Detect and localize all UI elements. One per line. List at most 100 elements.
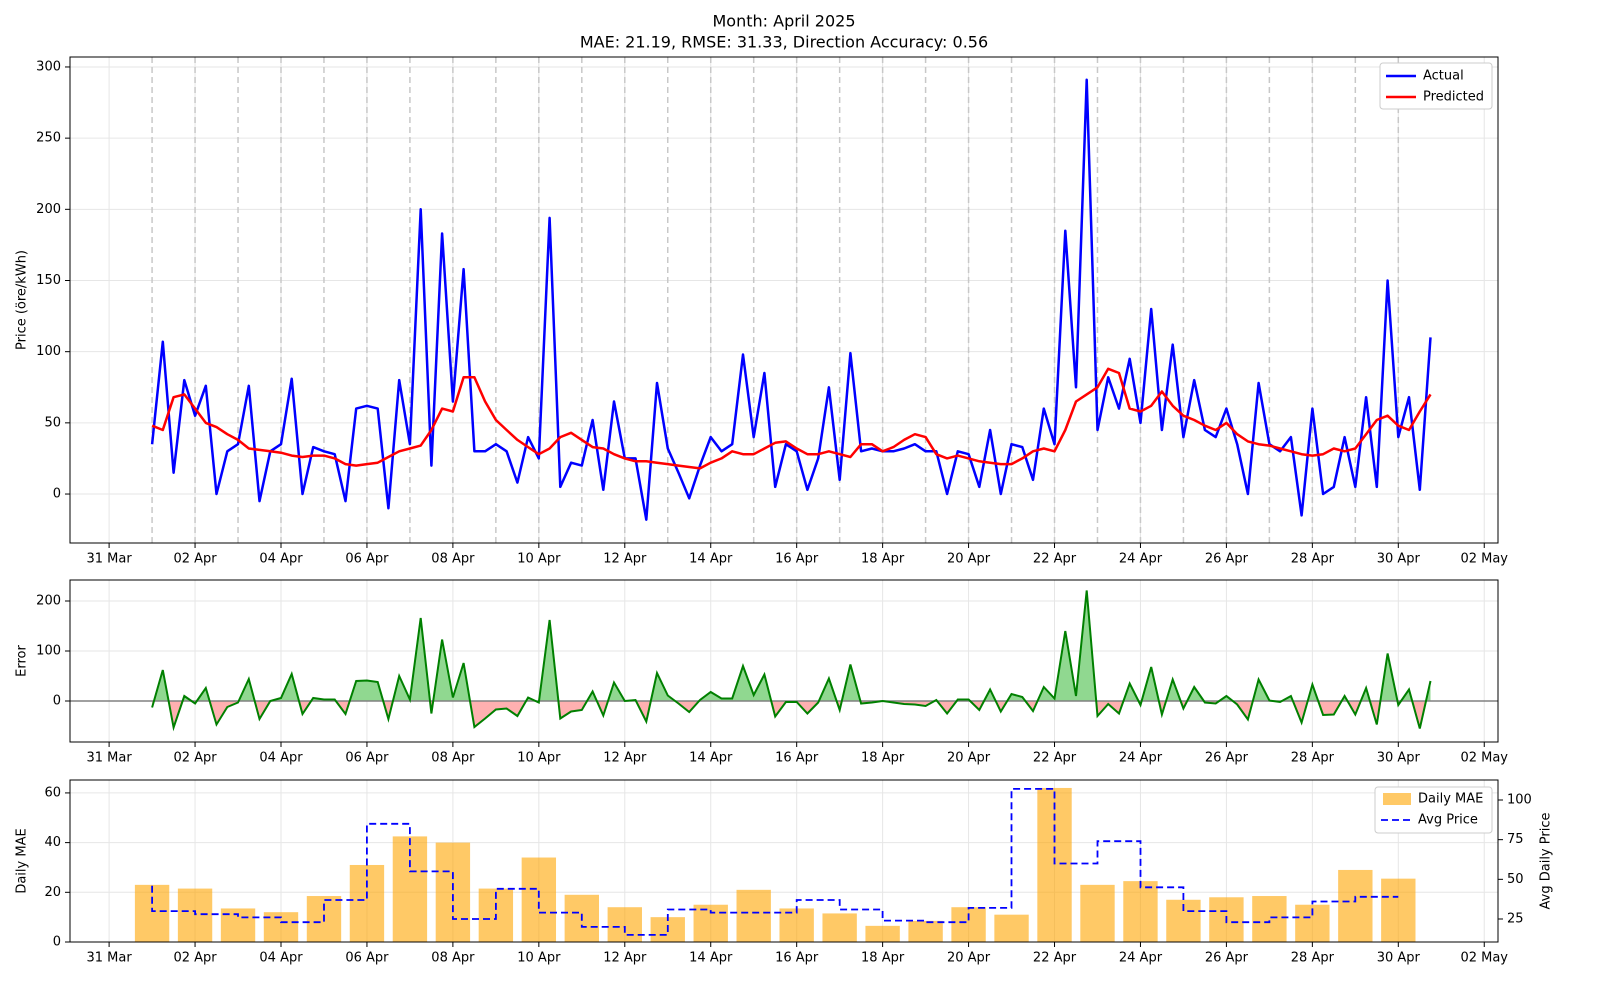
bar [951,907,986,942]
bar [1381,878,1416,942]
x-tick-label: 28 Apr [1291,751,1335,766]
x-tick-label: 02 Apr [173,751,217,766]
x-tick-label: 30 Apr [1377,951,1421,966]
series-line [151,367,1432,470]
y-tick-label: 100 [36,644,61,659]
y-tick-label: 50 [44,415,61,430]
bar [349,864,385,942]
bar [779,908,814,942]
x-tick-label: 24 Apr [1119,751,1163,766]
x-tick-label: 20 Apr [947,951,991,966]
y2-axis-label: Avg Daily Price [1539,813,1554,910]
y-tick-label: 200 [36,202,61,217]
x-tick-label: 26 Apr [1205,951,1249,966]
bar [1037,787,1072,942]
x-tick-label: 02 May [1460,552,1508,567]
x-tick-label: 12 Apr [603,552,647,567]
bar [1080,884,1115,942]
x-tick-label: 10 Apr [517,751,561,766]
x-tick-label: 16 Apr [775,552,819,567]
x-tick-label: 22 Apr [1033,751,1077,766]
x-tick-label: 16 Apr [775,751,819,766]
x-tick-label: 02 Apr [173,552,217,567]
x-tick-label: 08 Apr [431,751,475,766]
x-tick-label: 30 Apr [1377,751,1421,766]
bar [521,857,557,942]
y-tick-label: 150 [36,273,61,288]
x-tick-label: 08 Apr [431,951,475,966]
x-tick-label: 16 Apr [775,951,819,966]
x-tick-label: 04 Apr [259,751,303,766]
bar [1338,869,1373,942]
y-tick-label: 0 [53,935,61,950]
bar [865,925,900,942]
x-tick-label: 31 Mar [87,751,133,766]
y2-tick-label: 75 [1507,832,1524,847]
bar [1252,896,1287,942]
y-axis-label: Daily MAE [15,828,30,893]
x-tick-label: 31 Mar [87,951,133,966]
plot-frame [69,579,1499,743]
y-axis-label: Error [15,645,30,677]
y-tick-label: 60 [44,785,61,800]
bar [177,888,213,942]
x-tick-label: 24 Apr [1119,951,1163,966]
x-tick-label: 30 Apr [1377,552,1421,567]
x-tick-label: 28 Apr [1291,951,1335,966]
plot-frame [69,779,1499,943]
avg-price-step [151,788,1399,936]
bar [908,920,943,942]
x-tick-label: 26 Apr [1205,552,1249,567]
x-tick-label: 06 Apr [345,751,389,766]
x-tick-label: 18 Apr [861,951,905,966]
bar [607,907,642,942]
legend-label: Daily MAE [1418,792,1483,807]
x-tick-label: 14 Apr [689,552,733,567]
y2-tick-label: 25 [1507,911,1524,926]
bar [736,889,771,942]
x-tick-label: 12 Apr [603,751,647,766]
chart-title: Month: April 2025 [713,12,856,31]
legend-swatch [1383,793,1411,805]
x-tick-label: 14 Apr [689,751,733,766]
bar [435,842,471,942]
x-tick-label: 26 Apr [1205,751,1249,766]
x-tick-label: 02 May [1460,951,1508,966]
legend-label: Avg Price [1418,813,1478,828]
x-tick-label: 06 Apr [345,951,389,966]
x-tick-label: 06 Apr [345,552,389,567]
chart-subtitle: MAE: 21.19, RMSE: 31.33, Direction Accur… [580,33,988,52]
y2-tick-label: 100 [1507,792,1532,807]
bar [994,914,1029,942]
legend-label: Predicted [1423,90,1484,105]
x-tick-label: 04 Apr [259,552,303,567]
y-axis-label: Price (öre/kWh) [15,250,30,350]
x-tick-label: 20 Apr [947,552,991,567]
plot-frame [69,56,1499,544]
x-tick-label: 18 Apr [861,751,905,766]
x-tick-label: 28 Apr [1291,552,1335,567]
x-tick-label: 20 Apr [947,751,991,766]
y-tick-label: 200 [36,594,61,609]
bar [822,913,857,942]
x-tick-label: 14 Apr [689,951,733,966]
x-tick-label: 02 Apr [173,951,217,966]
x-tick-label: 31 Mar [87,552,133,567]
x-tick-label: 18 Apr [861,552,905,567]
y-tick-label: 0 [53,487,61,502]
y2-tick-label: 50 [1507,872,1524,887]
bar [1123,881,1158,942]
x-tick-label: 10 Apr [517,552,561,567]
legend-label: Actual [1423,69,1464,84]
y-tick-label: 300 [36,59,61,74]
y-tick-label: 0 [53,694,61,709]
y-tick-label: 20 [44,885,61,900]
y-tick-label: 250 [36,131,61,146]
series-line [150,78,1432,521]
error-line [151,590,1432,732]
x-tick-label: 10 Apr [517,951,561,966]
x-tick-label: 02 May [1460,751,1508,766]
x-tick-label: 22 Apr [1033,951,1077,966]
